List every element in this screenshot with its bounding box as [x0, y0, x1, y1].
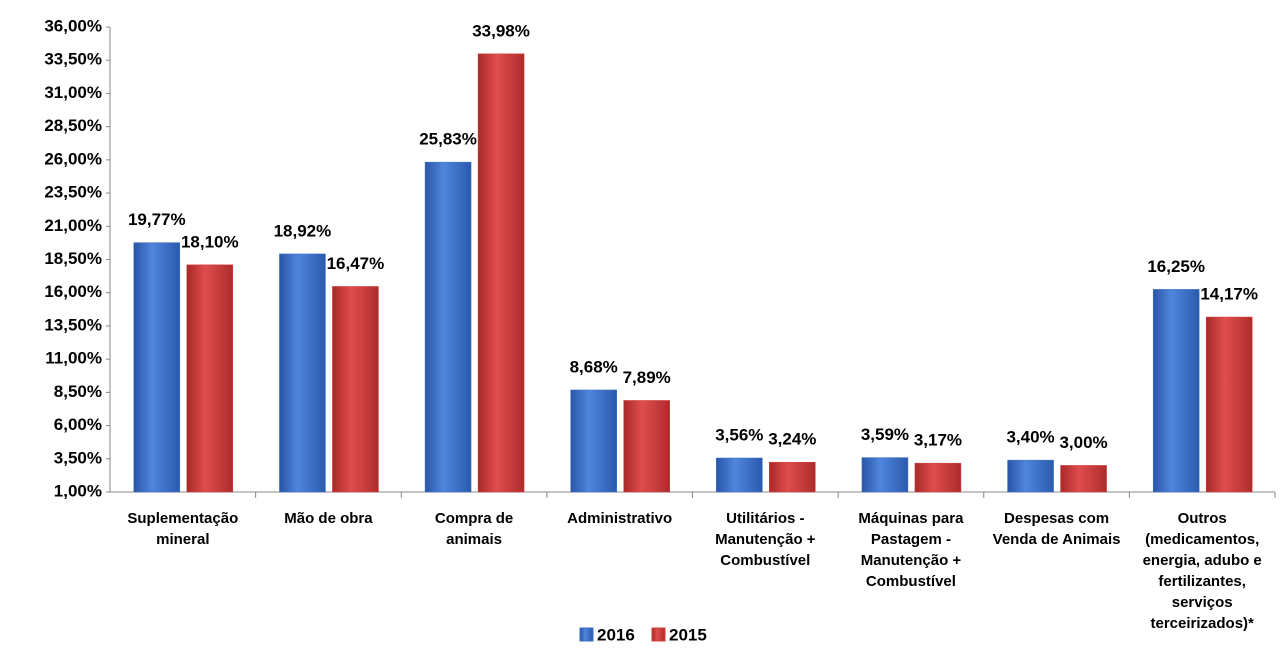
y-tick-label: 31,00%: [44, 83, 102, 102]
value-label: 18,10%: [181, 232, 239, 251]
value-label: 3,17%: [914, 431, 962, 450]
bar: [332, 286, 379, 493]
y-tick-label: 1,00%: [54, 481, 102, 500]
legend-label: 2015: [669, 625, 707, 644]
y-tick-label: 3,50%: [54, 448, 102, 467]
x-tick-label: Suplementação mineral: [127, 510, 239, 548]
legend-swatch: [579, 627, 594, 642]
bar: [1060, 465, 1107, 493]
value-label: 3,40%: [1006, 428, 1054, 447]
x-tick-label: Mão de obra: [284, 510, 373, 527]
value-label: 19,77%: [128, 210, 186, 229]
y-tick-label: 28,50%: [44, 116, 102, 135]
legend-label: 2016: [597, 625, 635, 644]
bar: [424, 161, 472, 493]
y-tick-label: 16,00%: [44, 282, 102, 301]
bar: [570, 389, 617, 493]
bar: [861, 457, 909, 493]
value-label: 25,83%: [419, 130, 477, 149]
bar: [1152, 289, 1200, 493]
value-label: 18,92%: [274, 221, 332, 240]
bar: [279, 253, 326, 493]
value-label: 3,24%: [768, 430, 816, 449]
y-tick-label: 26,00%: [44, 149, 102, 168]
value-label: 33,98%: [472, 21, 530, 40]
x-tick-label: Utilitários - Manutenção + Combustível: [715, 510, 816, 569]
bar: [186, 264, 234, 493]
value-label: 3,00%: [1059, 433, 1107, 452]
x-tick-label: Máquinas para Pastagem - Manutenção + Co…: [858, 510, 964, 590]
value-label: 14,17%: [1200, 285, 1258, 304]
bar: [477, 53, 525, 493]
bar: [1007, 459, 1054, 493]
x-tick-label: Administrativo: [567, 510, 673, 527]
bar: [1205, 316, 1253, 493]
y-tick-label: 11,00%: [45, 349, 102, 368]
bar: [716, 457, 763, 493]
y-tick-label: 13,50%: [44, 315, 102, 334]
bar: [623, 400, 670, 493]
y-tick-label: 33,50%: [44, 50, 102, 69]
value-label: 3,56%: [715, 425, 763, 444]
value-label: 8,68%: [570, 357, 618, 376]
y-tick-label: 21,00%: [44, 216, 102, 235]
y-tick-label: 18,50%: [44, 249, 102, 268]
value-label: 3,59%: [861, 425, 909, 444]
y-tick-label: 6,00%: [54, 415, 102, 434]
bar: [914, 462, 962, 493]
value-label: 16,47%: [327, 254, 385, 273]
bar: [769, 461, 816, 493]
legend-swatch: [651, 627, 666, 642]
y-tick-label: 8,50%: [54, 382, 102, 401]
x-tick-label: Outros (medicamentos, energia, adubo e f…: [1142, 510, 1262, 632]
value-label: 16,25%: [1147, 257, 1205, 276]
x-tick-label: Compra de animais: [434, 510, 514, 548]
y-tick-label: 23,50%: [44, 183, 102, 202]
y-tick-label: 36,00%: [44, 16, 102, 35]
x-tick-label: Despesas com Venda de Animais: [992, 510, 1121, 548]
bar: [133, 242, 181, 493]
value-label: 7,89%: [623, 368, 671, 387]
